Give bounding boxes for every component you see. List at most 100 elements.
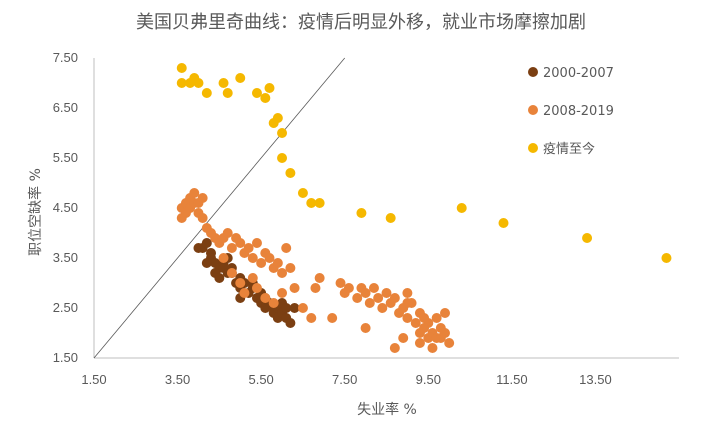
data-point	[335, 278, 346, 288]
data-point	[360, 288, 371, 298]
data-point	[402, 288, 413, 298]
data-point	[306, 313, 317, 323]
y-tick-label: 7.50	[53, 50, 78, 65]
y-tick-label: 5.50	[53, 150, 78, 165]
data-point	[272, 258, 283, 268]
plot-area: 1.50 3.50 5.50 7.50 9.50 11.50 13.50 1.50 2.50 3…	[53, 50, 679, 387]
data-point	[260, 293, 271, 303]
data-point	[352, 293, 363, 303]
chart-title: 美国贝弗里奇曲线：疫情后明显外移，就业市场摩擦加剧	[136, 12, 586, 33]
data-point	[343, 283, 354, 293]
y-tick-label: 4.50	[53, 200, 78, 215]
data-point	[176, 63, 187, 73]
data-point	[218, 253, 229, 263]
y-tick-label: 3.50	[53, 250, 78, 265]
data-point	[373, 293, 384, 303]
data-point	[235, 278, 246, 288]
legend-label: 2000-2007	[543, 66, 614, 81]
data-point	[310, 283, 321, 293]
data-point	[214, 273, 225, 283]
data-point	[281, 243, 292, 253]
data-point	[277, 128, 288, 138]
x-tick-label: 3.50	[165, 372, 190, 387]
data-point	[289, 303, 300, 313]
x-tick-labels: 1.50 3.50 5.50 7.50 9.50 11.50 13.50	[81, 372, 611, 387]
data-point	[189, 188, 200, 198]
x-axis-title: 失业率 %	[357, 401, 417, 418]
data-point	[389, 293, 400, 303]
data-point	[222, 228, 233, 238]
data-point	[243, 243, 254, 253]
data-point	[444, 338, 455, 348]
data-point	[277, 268, 288, 278]
data-point	[176, 213, 187, 223]
data-point	[277, 153, 288, 163]
data-point	[410, 318, 421, 328]
data-point	[440, 308, 450, 318]
data-point	[297, 188, 308, 198]
data-point	[251, 88, 262, 98]
series-2-points	[176, 63, 672, 263]
y-axis-title: 职位空缺率 %	[27, 168, 44, 256]
x-tick-label: 11.50	[496, 372, 528, 387]
data-point	[314, 198, 325, 208]
legend-marker	[528, 105, 538, 115]
y-tick-labels: 1.50 2.50 3.50 4.50 5.50 6.50 7.50	[53, 50, 78, 365]
data-point	[297, 303, 308, 313]
data-point	[239, 288, 250, 298]
data-point	[256, 258, 267, 268]
legend-marker	[528, 67, 538, 77]
data-point	[427, 343, 438, 353]
data-point	[385, 213, 396, 223]
data-point	[289, 283, 300, 293]
data-point	[247, 273, 258, 283]
data-point	[201, 238, 212, 248]
data-point	[251, 238, 262, 248]
data-point	[201, 258, 212, 268]
data-point	[419, 323, 430, 333]
y-tick-label: 6.50	[53, 100, 78, 115]
x-tick-label: 1.50	[81, 372, 106, 387]
data-point	[661, 253, 672, 263]
data-point	[268, 298, 279, 308]
data-point	[402, 298, 413, 308]
reference-diagonal-line	[93, 57, 346, 359]
data-point	[277, 288, 288, 298]
data-point	[226, 243, 237, 253]
legend-item: 疫情至今	[528, 141, 595, 157]
data-point	[197, 193, 208, 203]
x-tick-label: 7.50	[332, 372, 357, 387]
data-point	[272, 113, 283, 123]
data-point	[498, 218, 509, 228]
data-point	[398, 333, 409, 343]
legend-marker	[528, 143, 538, 153]
data-points	[176, 63, 672, 353]
data-point	[440, 328, 450, 338]
data-point	[285, 168, 296, 178]
data-point	[235, 73, 246, 83]
data-point	[201, 88, 212, 98]
data-point	[306, 198, 317, 208]
data-point	[582, 233, 593, 243]
data-point	[247, 253, 258, 263]
data-point	[414, 338, 425, 348]
data-point	[197, 213, 208, 223]
data-point	[281, 303, 292, 313]
data-point	[251, 283, 262, 293]
data-point	[226, 268, 237, 278]
data-point	[327, 313, 338, 323]
data-point	[360, 323, 371, 333]
data-point	[285, 318, 296, 328]
data-point	[389, 343, 400, 353]
data-point	[381, 288, 392, 298]
x-tick-label: 5.50	[248, 372, 273, 387]
legend-item: 2008-2019	[528, 104, 614, 119]
data-point	[285, 263, 296, 273]
data-point	[368, 283, 379, 293]
data-point	[193, 78, 204, 88]
y-tick-label: 2.50	[53, 300, 78, 315]
x-tick-label: 13.50	[579, 372, 612, 387]
data-point	[176, 78, 187, 88]
data-point	[314, 273, 325, 283]
